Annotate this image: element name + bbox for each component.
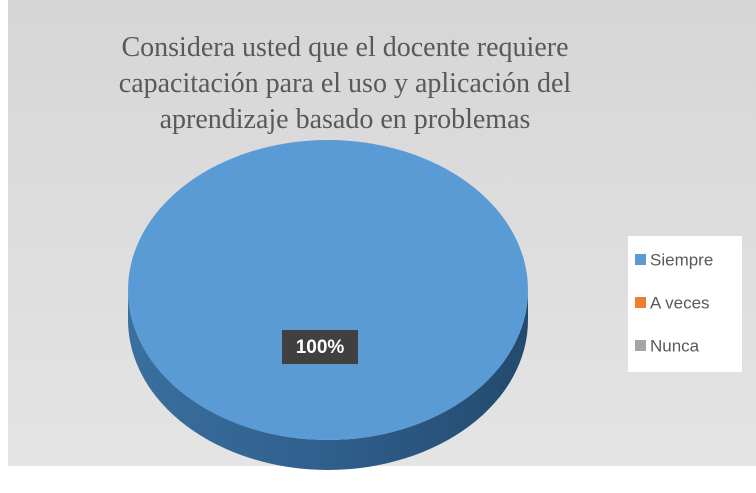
legend-box (628, 236, 742, 372)
chart-title: Considera usted que el docente requiere … (118, 32, 572, 135)
legend-label: A veces (650, 293, 710, 312)
pie-side (128, 290, 528, 470)
pie-slice (128, 140, 528, 440)
legend-swatch (635, 254, 646, 265)
legend-label: Siempre (650, 250, 713, 269)
legend-swatch (635, 340, 646, 351)
data-label-box (282, 330, 358, 364)
legend-label: Nunca (650, 336, 700, 355)
legend-swatch (635, 297, 646, 308)
data-label: 100% (296, 337, 345, 358)
